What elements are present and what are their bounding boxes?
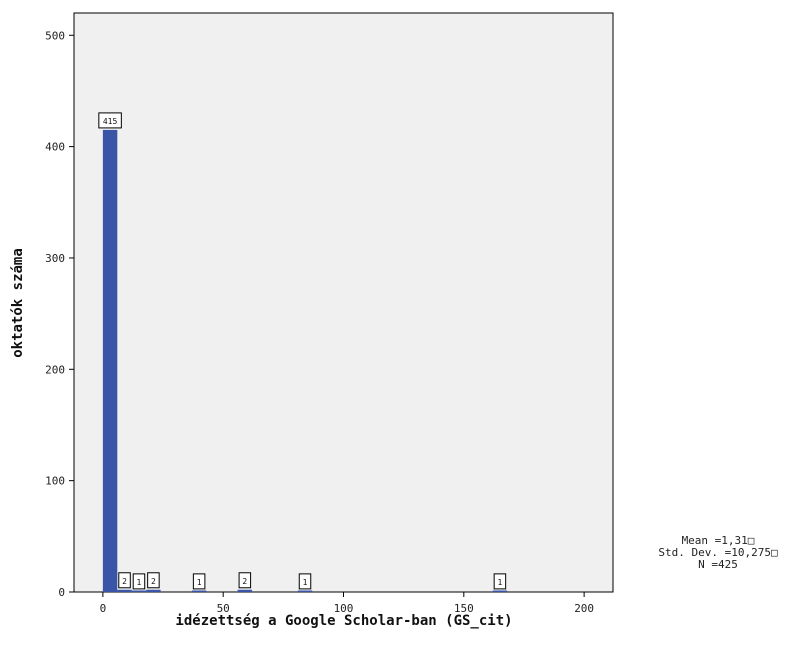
histogram-bar — [237, 589, 253, 592]
data-label-box — [132, 573, 146, 590]
data-label: 1 — [197, 578, 202, 587]
x-tick-label: 50 — [217, 602, 230, 615]
data-label: 2 — [122, 577, 127, 586]
stat-mean: Mean =1,31□ — [681, 534, 755, 547]
bars-layer — [102, 129, 508, 593]
x-axis-title: idézettség a Google Scholar-ban (GS_cit) — [175, 613, 512, 629]
statistics-box: Mean =1,31□ Std. Dev. =10,275□ N =425 — [628, 535, 808, 571]
data-label: 2 — [242, 577, 247, 586]
y-tick-label: 0 — [58, 586, 65, 599]
y-axis-title: oktatók száma — [10, 248, 26, 358]
data-label-box — [98, 112, 122, 129]
histogram-bar — [102, 129, 118, 593]
data-label-box — [298, 573, 312, 590]
histogram-bar — [146, 589, 161, 592]
data-label: 1 — [303, 578, 308, 587]
x-tick-label: 0 — [100, 602, 107, 615]
axes-layer: 0 100 200 300 400 500 0 50 100 150 200 — [45, 29, 594, 615]
data-label-box — [238, 572, 252, 589]
histogram-bar — [131, 590, 147, 592]
histogram-bar — [297, 590, 313, 592]
histogram-bar — [117, 589, 132, 592]
data-label: 415 — [103, 117, 118, 126]
x-tick-label: 200 — [574, 602, 594, 615]
y-tick-label: 400 — [45, 141, 65, 154]
x-tick-label: 100 — [334, 602, 354, 615]
histogram-bar — [492, 590, 508, 592]
x-tick-label: 150 — [454, 602, 474, 615]
histogram-bar — [191, 590, 207, 592]
data-label-box — [493, 573, 507, 590]
data-label-box — [192, 573, 206, 590]
data-label-box — [147, 572, 160, 589]
plot-area — [73, 12, 614, 593]
data-label: 2 — [151, 577, 156, 586]
data-label-box — [118, 572, 131, 589]
y-tick-label: 300 — [45, 252, 65, 265]
stat-n: N =425 — [698, 558, 738, 571]
data-label: 1 — [497, 578, 502, 587]
stat-std-dev: Std. Dev. =10,275□ — [658, 546, 778, 559]
y-tick-label: 500 — [45, 29, 65, 42]
data-label: 1 — [137, 578, 142, 587]
y-tick-label: 200 — [45, 363, 65, 376]
y-tick-label: 100 — [45, 475, 65, 488]
